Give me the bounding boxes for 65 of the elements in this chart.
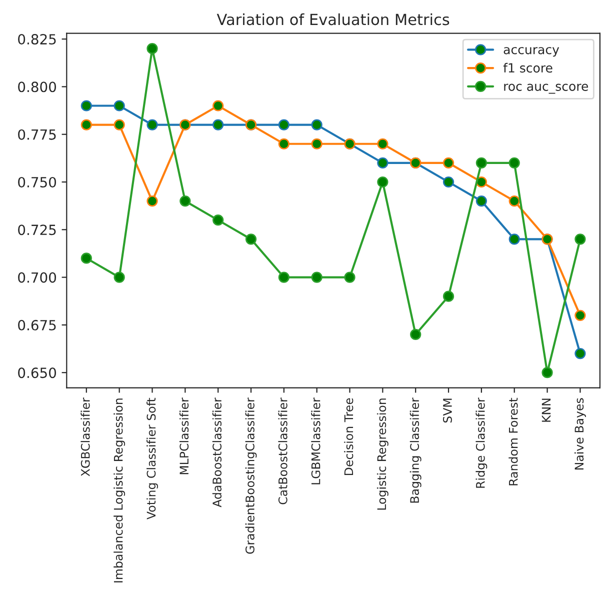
point [114, 272, 125, 283]
point [212, 100, 224, 112]
point [114, 100, 125, 112]
point [146, 196, 158, 207]
point [574, 348, 586, 360]
point [410, 328, 422, 340]
y-tick-label: 0.700 [18, 272, 56, 283]
y-tick-label: 0.650 [18, 368, 56, 378]
x-tick-label: Naive Bayes [574, 398, 586, 470]
point [278, 119, 290, 130]
point [146, 119, 158, 130]
x-tick-label: GradientBoostingClassifier [245, 398, 257, 554]
point [442, 157, 454, 168]
point [80, 100, 92, 112]
x-tick-label: LGBMClassifier [311, 398, 320, 484]
x-tick-label: Ridge Classifier [476, 398, 488, 488]
point [212, 119, 224, 130]
point [80, 252, 92, 264]
legend-label: f1 score [503, 62, 552, 73]
x-tick-label: Random Forest [508, 398, 518, 486]
point [80, 119, 92, 130]
point [442, 176, 454, 188]
x-tick-label: CatBoostClassifier [278, 398, 288, 504]
y-tick-label: 0.675 [18, 320, 56, 330]
point [311, 138, 322, 150]
point [114, 119, 125, 130]
point [476, 157, 487, 168]
point [146, 43, 158, 54]
x-tick-label: Imbalanced Logistic Regression [114, 398, 126, 582]
x-tick-label: Logistic Regression [376, 398, 388, 510]
point [377, 138, 388, 150]
y-tick-label: 0.775 [18, 129, 56, 140]
point [377, 157, 388, 168]
y-tick-label: 0.800 [18, 82, 56, 92]
point [311, 119, 322, 130]
point [442, 290, 454, 302]
x-tick-label: Bagging Classifier [410, 398, 422, 503]
point [476, 196, 487, 207]
point [180, 196, 191, 207]
y-tick-label: 0.725 [18, 224, 56, 236]
point [278, 272, 290, 283]
point [311, 272, 322, 283]
y-tick-label: 0.750 [18, 176, 56, 188]
point [344, 272, 356, 283]
x-tick-label: KNN [542, 398, 551, 422]
point [508, 196, 520, 207]
chart-title: Variation of Evaluation Metrics [216, 13, 450, 26]
legend-label: accuracy [504, 47, 560, 57]
point [508, 234, 520, 245]
y-tick-label: 0.825 [18, 34, 56, 45]
point [574, 234, 586, 245]
x-tick-label: AdaBoostClassifier [212, 398, 222, 508]
x-tick-label: MLPClassifier [179, 398, 189, 474]
point [574, 310, 586, 321]
legend-label: roc auc_score [504, 84, 588, 94]
point [245, 234, 257, 245]
point [278, 138, 290, 150]
point [508, 157, 520, 168]
point [542, 367, 553, 378]
point [377, 176, 388, 188]
x-tick-label: XGBClassifier [80, 398, 90, 476]
x-tick-label: Voting Classifier Soft [146, 398, 158, 520]
point [212, 214, 224, 226]
x-tick-label: Decision Tree [344, 398, 354, 475]
x-tick-label: SVM [443, 398, 452, 423]
